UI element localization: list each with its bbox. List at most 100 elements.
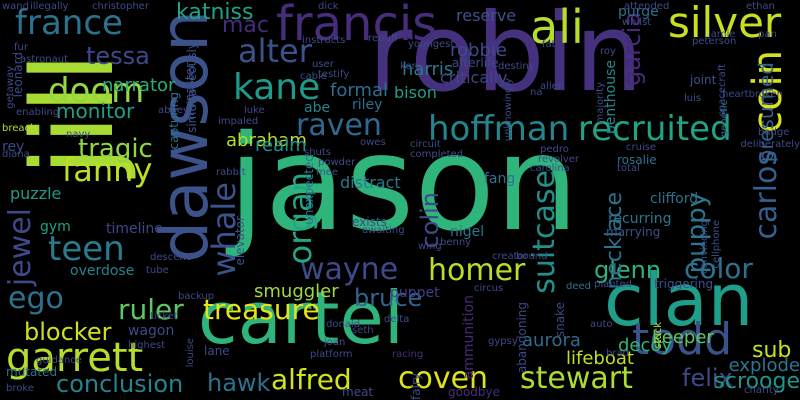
word-deed: deed bbox=[566, 281, 591, 292]
word-meat: meat bbox=[342, 385, 374, 399]
word-necklace: necklace bbox=[602, 192, 627, 290]
word-marrying: marrying bbox=[606, 225, 661, 239]
word-ken: ken bbox=[400, 61, 418, 72]
word-monitor: monitor bbox=[56, 99, 135, 123]
word-benny: benny bbox=[440, 237, 472, 248]
word-critically: critically bbox=[440, 68, 508, 87]
word-narrator: narrator bbox=[102, 75, 176, 96]
word-backup: backup bbox=[178, 291, 215, 302]
word-abraham: abraham bbox=[226, 130, 307, 151]
word-charity: charity bbox=[744, 385, 779, 396]
word-garrett: garrett bbox=[6, 335, 144, 381]
word-hoffman: hoffman bbox=[428, 109, 570, 149]
word-glenn: glenn bbox=[594, 256, 662, 284]
word-teen: teen bbox=[48, 229, 125, 269]
word-tessa: tessa bbox=[86, 42, 150, 70]
word-revolver: revolver bbox=[538, 154, 580, 165]
word-exists: exists bbox=[352, 215, 387, 229]
word-afterlife: afterlife bbox=[452, 56, 499, 70]
word-stuck: stuck bbox=[653, 322, 664, 349]
word-mee: mee bbox=[316, 167, 339, 178]
word-clifford: clifford bbox=[650, 191, 699, 207]
word-simultaneously: simultaneously bbox=[185, 42, 199, 133]
word-elevator: elevator bbox=[233, 216, 247, 266]
word-roy: roy bbox=[600, 46, 616, 57]
word-youngest: youngest bbox=[408, 39, 455, 50]
word-riley: riley bbox=[352, 97, 383, 113]
word-bruce: bruce bbox=[354, 284, 423, 312]
word-pedro: pedro bbox=[540, 144, 569, 155]
word-powder: powder bbox=[318, 157, 356, 168]
word-fanny: fanny bbox=[62, 151, 153, 189]
word-breach: breach bbox=[2, 123, 37, 134]
word-instructs: instructs bbox=[302, 35, 346, 46]
word-fur: fur bbox=[14, 42, 28, 53]
word-puppet: puppet bbox=[390, 285, 440, 301]
word-planted: planted bbox=[594, 279, 633, 290]
word-luis: luis bbox=[684, 93, 702, 104]
word-color: color bbox=[684, 252, 753, 285]
word-brad: brad bbox=[606, 348, 629, 359]
word-pan: pan bbox=[758, 29, 777, 40]
word-doom: doom bbox=[48, 71, 145, 111]
word-owes: owes bbox=[360, 137, 386, 148]
word-ruler: ruler bbox=[118, 293, 184, 326]
word-na: na bbox=[530, 87, 543, 98]
word-cable: cable bbox=[300, 71, 327, 82]
word-tube: tube bbox=[146, 265, 169, 276]
word-total: total bbox=[617, 163, 640, 174]
word-ego: ego bbox=[8, 281, 64, 316]
word-delta: delta bbox=[384, 314, 410, 325]
word-stewart: stewart bbox=[520, 361, 633, 396]
word-fat: fat bbox=[542, 39, 556, 50]
word-recruited: recruited bbox=[578, 109, 732, 149]
word-racing: racing bbox=[392, 349, 424, 360]
word-kane: kane bbox=[233, 67, 321, 108]
word-majority: majority bbox=[595, 82, 606, 124]
word-convincing: convincing bbox=[699, 220, 710, 274]
word-illegally: illegally bbox=[30, 1, 69, 12]
word-astronaut: astronaut bbox=[20, 54, 68, 65]
word-france: france bbox=[15, 3, 123, 43]
word-highest: highest bbox=[128, 340, 166, 351]
word-ticket: ticket bbox=[150, 311, 178, 322]
word-treasure: treasure bbox=[203, 293, 320, 326]
word-lifeboat: lifeboat bbox=[566, 348, 634, 369]
word-navy: navy bbox=[66, 129, 91, 140]
word-testify: testify bbox=[318, 69, 350, 80]
word-enabling: enabling bbox=[16, 107, 60, 118]
word-wagon: wagon bbox=[128, 323, 175, 339]
word-mutated: mutated bbox=[6, 365, 58, 379]
word-blocker: blocker bbox=[24, 318, 112, 346]
word-abe: abe bbox=[304, 100, 331, 116]
word-decoy: decoy bbox=[618, 335, 673, 356]
word-reserve: reserve bbox=[456, 6, 517, 25]
word-alter: alter bbox=[238, 32, 312, 70]
word-capturing: capturing bbox=[167, 92, 181, 150]
word-homer: homer bbox=[428, 253, 526, 288]
word-todd: todd bbox=[632, 314, 733, 365]
word-destiny: destiny bbox=[498, 61, 535, 72]
word-wing: wing bbox=[418, 241, 442, 252]
word-aurora: aurora bbox=[522, 330, 581, 351]
word-user: user bbox=[312, 59, 334, 70]
word-carlos: carlos bbox=[749, 150, 784, 240]
word-awaiting: awaiting bbox=[362, 225, 405, 236]
word-allen: allen bbox=[540, 81, 565, 92]
word-realm: realm bbox=[255, 135, 307, 156]
word-louise: louise bbox=[185, 338, 196, 368]
word-descend: descend bbox=[150, 252, 193, 263]
word-hawk: hawk bbox=[207, 369, 271, 397]
word-broke: broke bbox=[6, 383, 34, 394]
word-circuit: circuit bbox=[410, 139, 441, 150]
word-suitcase: suitcase bbox=[527, 170, 562, 294]
word-nigel: nigel bbox=[450, 224, 485, 240]
word-peterson: peterson bbox=[692, 36, 737, 47]
word-wayne: wayne bbox=[300, 252, 399, 287]
word-shuts: shuts bbox=[304, 147, 332, 158]
word-cellphone: cellphone bbox=[711, 220, 722, 269]
word-fairy: fairy bbox=[409, 373, 423, 400]
word-unexpected: unexpected bbox=[302, 154, 316, 225]
word-seth: seth bbox=[352, 325, 374, 336]
word-creator: creator bbox=[492, 251, 528, 262]
